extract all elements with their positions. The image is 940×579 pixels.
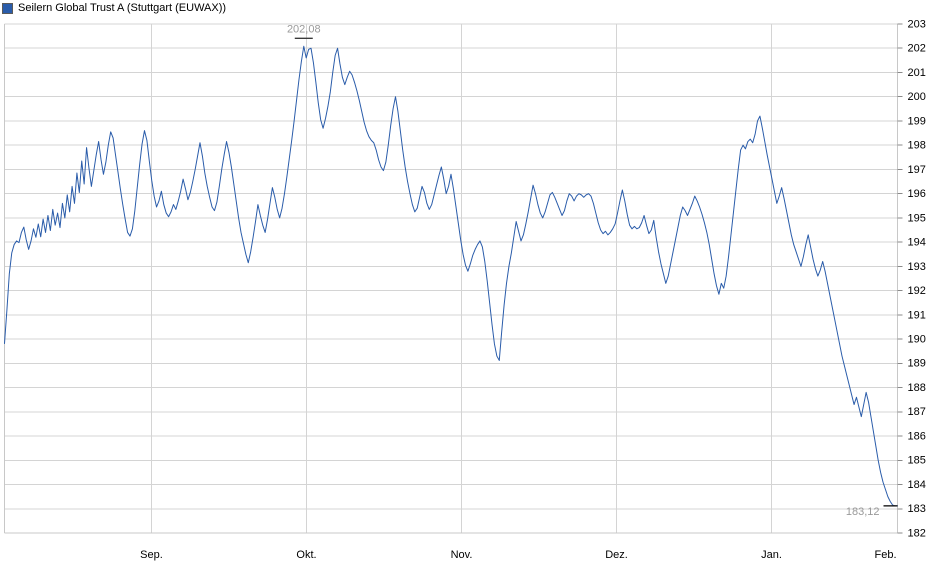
- y-axis-tick-label: 187: [908, 406, 926, 418]
- y-axis-tick-label: 193: [908, 261, 926, 273]
- maximum-value-label: 202,08: [287, 23, 321, 35]
- y-axis-tick-label: 182: [908, 527, 926, 539]
- y-axis-tick-label: 190: [908, 334, 926, 346]
- legend-color-swatch-icon: [2, 2, 13, 14]
- y-axis-tick-label: 184: [908, 479, 926, 491]
- plot-area: 203 202 201 200 199 198 197 196 195 194 193 192 191 1…: [0, 14, 940, 579]
- y-axis-tick-label: 197: [908, 164, 926, 176]
- y-axis-tick-label: 198: [908, 140, 926, 152]
- y-axis-tick-label: 199: [908, 115, 926, 127]
- y-axis-tick-label: 196: [908, 188, 926, 200]
- y-axis-tick-label: 188: [908, 382, 926, 394]
- chart-title: Seilern Global Trust A (Stuttgart (EUWAX…: [18, 2, 227, 14]
- chart-legend-header: Seilern Global Trust A (Stuttgart (EUWAX…: [0, 0, 226, 16]
- chart-canvas: 203 202 201 200 199 198 197 196 195 194 193 192 191 1…: [4, 18, 926, 561]
- x-axis-tick-label: Sep.: [140, 549, 163, 561]
- plot-frame-border: [4, 24, 898, 534]
- price-line-series: [4, 45, 898, 507]
- horizontal-gridlines: [4, 23, 898, 534]
- y-axis-tick-label: 183: [908, 503, 926, 515]
- chart-annotations: 202,08 183,12: [287, 23, 898, 518]
- x-axis-tick-label: Dez.: [605, 549, 628, 561]
- y-axis-tick-label: 202: [908, 43, 926, 55]
- y-axis-tick-label: 189: [908, 358, 926, 370]
- x-axis-tick-label: Jan.: [761, 549, 782, 561]
- y-axis-tick-label: 186: [908, 430, 926, 442]
- minimum-value-label: 183,12: [846, 506, 880, 518]
- x-axis-tick-labels: Sep. Okt. Nov. Dez. Jan. Feb.: [140, 549, 896, 561]
- y-axis-tick-marks: [897, 23, 903, 534]
- x-axis-tick-label: Nov.: [451, 549, 473, 561]
- y-axis-tick-label: 191: [908, 309, 926, 321]
- y-axis-tick-label: 192: [908, 285, 926, 297]
- y-axis-tick-label: 203: [908, 18, 926, 30]
- y-axis-tick-label: 194: [908, 237, 926, 249]
- x-axis-tick-label: Okt.: [296, 549, 316, 561]
- y-axis-tick-label: 185: [908, 455, 926, 467]
- y-axis-tick-labels: 203 202 201 200 199 198 197 196 195 194 193 192 191 1…: [908, 18, 926, 539]
- y-axis-tick-label: 201: [908, 67, 926, 79]
- y-axis-tick-label: 195: [908, 212, 926, 224]
- x-axis-tick-label: Feb.: [874, 549, 896, 561]
- vertical-gridlines: [151, 24, 772, 533]
- y-axis-tick-label: 200: [908, 91, 926, 103]
